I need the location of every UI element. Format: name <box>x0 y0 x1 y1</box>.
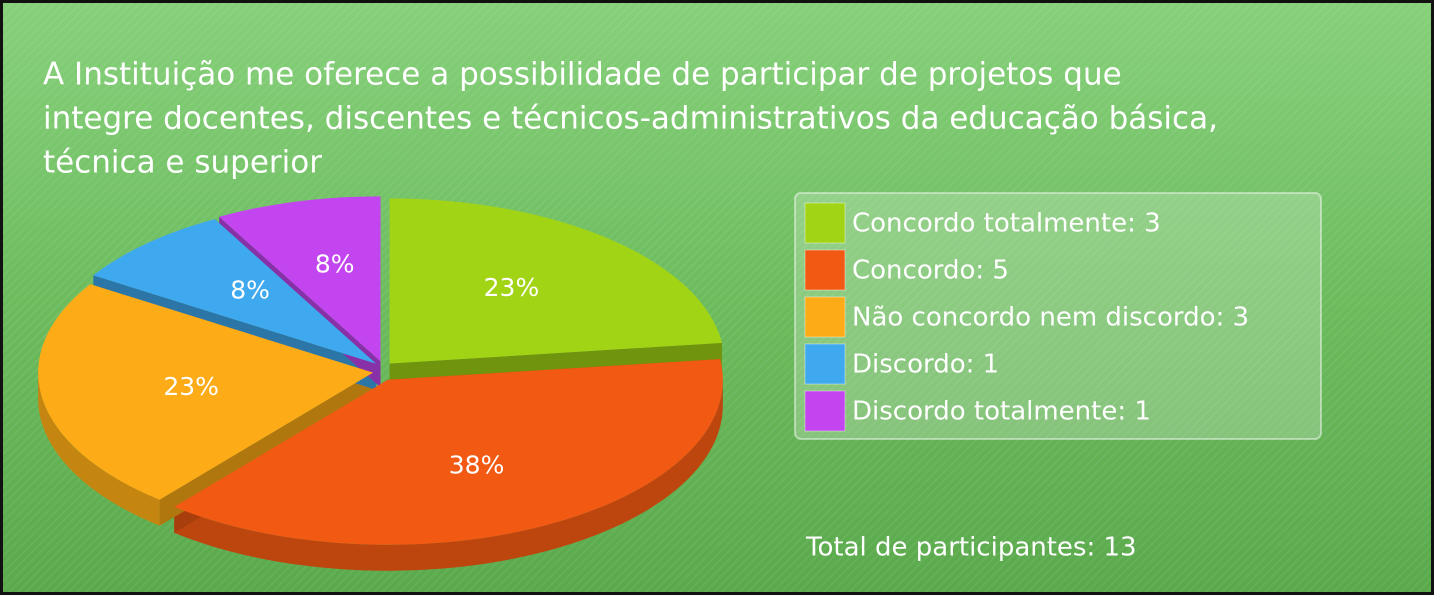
slice-side-shade <box>174 379 723 571</box>
legend-box <box>794 192 1322 440</box>
slice-label: 38% <box>449 451 505 480</box>
legend-swatch <box>804 202 846 244</box>
legend-label: Discordo: 1 <box>852 350 999 380</box>
chart-title: integre docentes, discentes e técnicos-a… <box>43 101 1218 137</box>
legend-label: Não concordo nem discordo: 3 <box>852 303 1249 333</box>
pie-slice <box>174 359 723 545</box>
chart-title: A Instituição me oferece a possibilidade… <box>43 57 1122 93</box>
legend-swatch <box>804 249 846 291</box>
legend-swatch <box>804 390 846 432</box>
legend-label: Discordo totalmente: 1 <box>852 397 1151 427</box>
pie-slice <box>38 284 374 500</box>
legend-label: Concordo: 5 <box>852 256 1009 286</box>
slice-label: 23% <box>163 372 219 401</box>
slice-side <box>174 379 723 571</box>
pie-slice <box>93 219 377 364</box>
slice-side-shade <box>38 372 160 526</box>
slice-label: 8% <box>315 249 355 278</box>
chart: A Instituição me oferece a possibilidade… <box>38 57 1322 571</box>
legend-swatch <box>804 296 846 338</box>
legend-swatch <box>804 343 846 385</box>
chart-title: técnica e superior <box>43 145 322 181</box>
slice-label: 23% <box>484 273 540 302</box>
slice-label: 8% <box>230 276 270 305</box>
pie-slice <box>389 198 722 364</box>
legend-label: Concordo totalmente: 3 <box>852 209 1161 239</box>
total-label: Total de participantes: 13 <box>805 533 1137 563</box>
pie-slice <box>219 196 381 362</box>
slice-side <box>38 372 160 526</box>
